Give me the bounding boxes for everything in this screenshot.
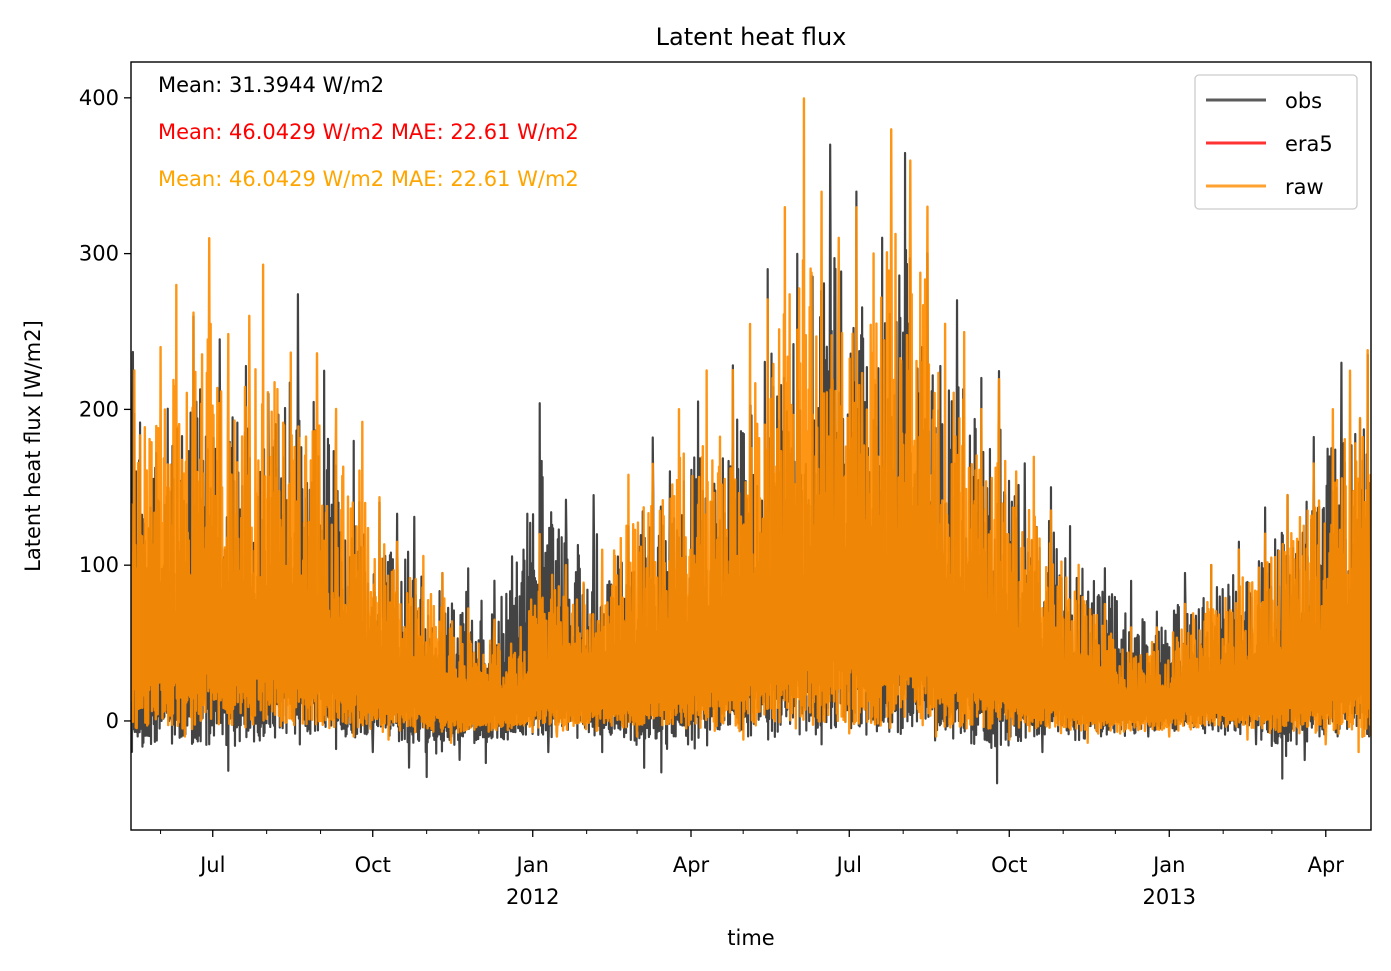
y-tick-label: 300 — [79, 242, 119, 266]
x-tick-label: Jan — [1151, 853, 1185, 877]
x-tick-label: Oct — [991, 853, 1027, 877]
y-tick: 300 — [79, 242, 131, 266]
x-tick: Apr — [1308, 830, 1345, 877]
plot-area — [130, 61, 1372, 831]
legend: obs era5 raw — [1194, 74, 1358, 210]
x-tick: Oct — [355, 830, 391, 877]
annotation-text: Mean: 46.0429 W/m2 MAE: 22.61 W/m2 — [158, 120, 579, 144]
x-tick-label: Oct — [355, 853, 391, 877]
legend-label: raw — [1285, 175, 1324, 199]
x-tick-label: Jul — [835, 853, 862, 877]
y-axis: 0 100 200 300 400 — [79, 86, 131, 733]
x-tick: Jul — [198, 830, 225, 877]
annotation-text: Mean: 46.0429 W/m2 MAE: 22.61 W/m2 — [158, 167, 579, 191]
y-tick-label: 100 — [79, 553, 119, 577]
x-tick-label: Jan — [515, 853, 549, 877]
chart-title: Latent heat flux — [656, 23, 847, 51]
x-tick-label: Apr — [673, 853, 710, 877]
legend-entry: era5 — [1206, 132, 1333, 156]
x-tick: Jan 2012 — [506, 830, 559, 909]
x-tick: Oct — [991, 830, 1027, 877]
x-tick-year-label: 2012 — [506, 885, 559, 909]
annotation-text: Mean: 31.3944 W/m2 — [158, 73, 384, 97]
legend-box — [1194, 74, 1358, 210]
y-tick: 100 — [79, 553, 131, 577]
y-tick: 200 — [79, 397, 131, 421]
y-tick: 400 — [79, 86, 131, 110]
x-tick: Jan 2013 — [1143, 830, 1196, 909]
x-tick-label: Apr — [1308, 853, 1345, 877]
annotations: Mean: 31.3944 W/m2 Mean: 46.0429 W/m2 MAE… — [158, 73, 579, 191]
y-tick: 0 — [106, 709, 131, 733]
x-tick: Apr — [673, 830, 710, 877]
x-tick: Jul — [835, 830, 862, 877]
x-tick-year-label: 2013 — [1143, 885, 1196, 909]
plot-frame — [130, 61, 1372, 831]
y-tick-label: 0 — [106, 709, 119, 733]
y-tick-label: 200 — [79, 397, 119, 421]
x-axis: Jul Oct Jan 2012 Apr Jul Oct Jan 2013 Apr — [160, 830, 1345, 909]
series-layer — [131, 97, 1371, 785]
legend-label: era5 — [1285, 132, 1333, 156]
x-axis-label: time — [727, 926, 774, 950]
legend-entry: obs — [1206, 89, 1322, 113]
y-tick-label: 400 — [79, 86, 119, 110]
series-line-raw — [131, 97, 1371, 754]
legend-label: obs — [1285, 89, 1322, 113]
y-axis-label: Latent heat flux [W/m2] — [21, 320, 45, 572]
x-tick-label: Jul — [198, 853, 225, 877]
legend-entry: raw — [1206, 175, 1324, 199]
